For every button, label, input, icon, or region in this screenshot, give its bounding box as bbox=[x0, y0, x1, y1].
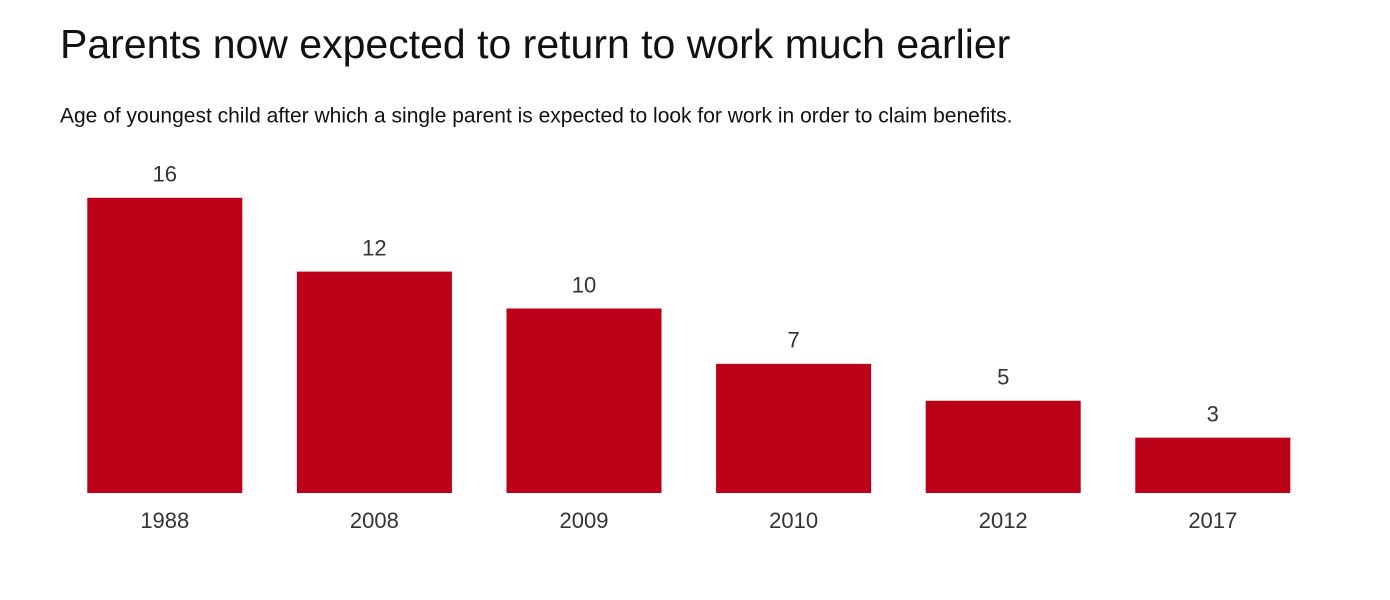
data-label: 3 bbox=[1207, 401, 1219, 426]
bar bbox=[87, 197, 243, 494]
data-label: 5 bbox=[997, 365, 1009, 390]
chart-title: Parents now expected to return to work m… bbox=[60, 21, 1010, 67]
x-tick-label: 2012 bbox=[979, 508, 1028, 533]
x-tick-label: 2009 bbox=[560, 508, 609, 533]
bar bbox=[506, 308, 662, 493]
data-label: 12 bbox=[362, 235, 386, 260]
bar bbox=[296, 271, 452, 493]
chart-subtitle: Age of youngest child after which a sing… bbox=[60, 105, 1013, 128]
bar bbox=[1135, 437, 1291, 493]
data-label: 7 bbox=[787, 328, 799, 353]
data-label: 10 bbox=[572, 272, 596, 297]
bar bbox=[716, 363, 872, 493]
x-tick-label: 1988 bbox=[140, 508, 189, 533]
x-tick-label: 2010 bbox=[769, 508, 818, 533]
x-tick-label: 2008 bbox=[350, 508, 399, 533]
bar bbox=[925, 400, 1081, 493]
data-label: 16 bbox=[153, 162, 177, 187]
x-tick-label: 2017 bbox=[1188, 508, 1237, 533]
